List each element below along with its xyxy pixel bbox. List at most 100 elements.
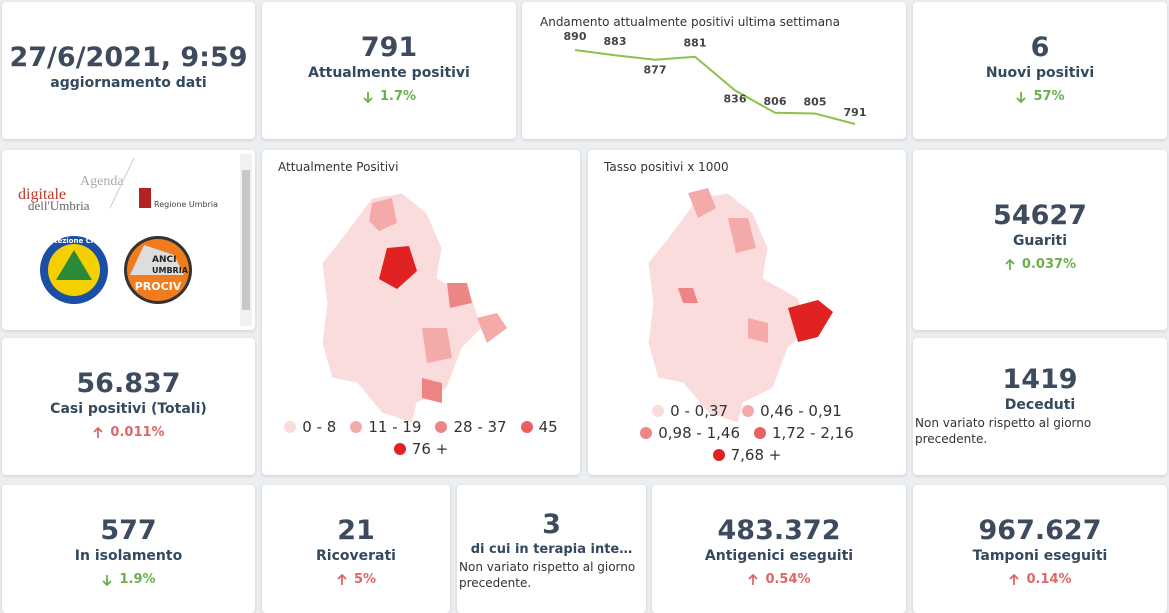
legend-item[interactable]: 11 - 19 (350, 418, 421, 436)
legend-item[interactable]: 28 - 37 (435, 418, 507, 436)
change-text: 0.037% (1021, 257, 1077, 272)
new-card: 6 Nuovi positivi 57% (913, 2, 1167, 139)
recovered-label: Guariti (1012, 233, 1068, 249)
antigen-label: Antigenici eseguiti (704, 548, 854, 564)
legend-label: 11 - 19 (368, 418, 422, 436)
scroll-thumb[interactable] (242, 170, 250, 310)
legend-item[interactable]: 45 (520, 418, 558, 436)
deaths-note: Non variato rispetto al giorno precedent… (915, 416, 1092, 446)
icu-value: 3 (542, 509, 561, 540)
legend-item[interactable]: 7,68 + (712, 446, 782, 464)
antigen-value: 483.372 (717, 515, 841, 546)
logos: Agenda digitale dell'Umbria Regione Umbr… (18, 154, 252, 326)
update-card: 27/6/2021, 9:59 aggiornamento dati (2, 2, 255, 139)
antigen-card: 483.372 Antigenici eseguiti 0.54% (652, 485, 906, 613)
point-label: 791 (844, 106, 867, 119)
point-label: 805 (804, 96, 827, 109)
point-label: 836 (724, 92, 747, 105)
current-change: 1.7% (262, 89, 516, 104)
legend-label: 1,72 - 2,16 (772, 424, 854, 442)
point-label: 881 (684, 37, 707, 50)
logo-text: Agenda (80, 174, 124, 189)
point-label: 890 (564, 30, 587, 43)
logo-text: Protezione Civile (41, 237, 108, 245)
trend-line (574, 49, 856, 125)
legend-swatch (284, 421, 297, 433)
new-value: 6 (1030, 32, 1050, 63)
logo-text: UMBRIA (152, 266, 189, 275)
update-label: aggiornamento dati (50, 75, 207, 91)
total-value: 56.837 (76, 368, 181, 399)
legend-swatch (754, 427, 766, 439)
logo-text: Regione Umbria (154, 200, 218, 209)
legend-swatch (520, 421, 533, 433)
divider (109, 157, 135, 209)
swabs-value: 967.627 (978, 515, 1102, 546)
swabs-card: 967.627 Tamponi eseguiti 0.14% (913, 485, 1167, 613)
hospital-change: 5% (262, 572, 450, 587)
current-value: 791 (360, 32, 418, 63)
legend-label: 76 + (411, 440, 449, 458)
map-title: Tasso positivi x 1000 (604, 160, 729, 174)
legend-swatch (393, 443, 406, 455)
deaths-card: 1419 Deceduti Non variato rispetto al gi… (913, 338, 1167, 475)
legend-label: 0 - 8 (302, 418, 337, 436)
isolation-label: In isolamento (74, 548, 183, 564)
point-label: 877 (644, 64, 667, 77)
icu-card: 3 di cui in terapia inte… Non variato ri… (457, 485, 646, 613)
map (321, 192, 507, 424)
icu-note: Non variato rispetto al giorno precedent… (459, 560, 636, 590)
change-text: 1.9% (119, 572, 156, 587)
legend-swatch (652, 405, 665, 417)
legend-item[interactable]: 0 - 8 (284, 418, 336, 436)
current-card: 791 Attualmente positivi 1.7% (262, 2, 516, 139)
change-text: 0.54% (765, 572, 811, 587)
change-text: 5% (353, 572, 377, 587)
logo-text: dell'Umbria (28, 198, 90, 213)
region-icon (139, 188, 151, 208)
legend-item[interactable]: 0,46 - 0,91 (742, 402, 842, 420)
legend-label: 0,98 - 1,46 (658, 424, 740, 442)
change-text: 0.14% (1026, 572, 1072, 587)
legend-item[interactable]: 0 - 0,37 (652, 402, 728, 420)
isolation-card: 577 In isolamento 1.9% (2, 485, 255, 613)
swabs-label: Tamponi eseguiti (972, 548, 1108, 564)
new-label: Nuovi positivi (985, 65, 1095, 81)
logos-card: Agenda digitale dell'Umbria Regione Umbr… (2, 150, 255, 330)
change-text: 57% (1033, 89, 1065, 104)
total-card: 56.837 Casi positivi (Totali) 0.011% (2, 338, 255, 475)
legend-item[interactable]: 76 + (393, 440, 449, 458)
isolation-change: 1.9% (2, 572, 255, 587)
legend-item[interactable]: 1,72 - 2,16 (754, 424, 854, 442)
legend-swatch (350, 421, 363, 433)
map-current-card: Attualmente Positivi 0 - 8 11 - 19 28 - 37… (262, 150, 580, 475)
total-label: Casi positivi (Totali) (50, 401, 207, 417)
recovered-change: 0.037% (913, 257, 1167, 272)
legend: 0 - 0,37 0,46 - 0,91 0,98 - 1,46 1,72 - 2,1… (588, 402, 906, 464)
logo-text: digitale (18, 186, 66, 203)
legend-label: 0 - 0,37 (670, 402, 729, 420)
trend-chart: Andamento attualmente positivi ultima se… (540, 15, 867, 125)
legend-swatch (435, 421, 448, 433)
antigen-change: 0.54% (652, 572, 906, 587)
trend-card: Andamento attualmente positivi ultima se… (522, 2, 906, 139)
map (647, 188, 833, 424)
legend-swatch (712, 449, 725, 461)
legend-label: 7,68 + (730, 446, 782, 464)
total-change: 0.011% (2, 425, 255, 440)
legend-swatch (742, 405, 755, 417)
point-label: 883 (604, 35, 627, 48)
recovered-card: 54627 Guariti 0.037% (913, 150, 1167, 330)
change-text: 1.7% (379, 89, 417, 104)
legend-swatch (640, 427, 653, 439)
trend-title: Andamento attualmente positivi ultima se… (540, 15, 840, 29)
legend-label: 28 - 37 (453, 418, 507, 436)
icu-label: di cui in terapia inte… (470, 542, 633, 557)
swabs-change: 0.14% (913, 572, 1167, 587)
recovered-value: 54627 (993, 200, 1087, 231)
legend-label: 45 (538, 418, 558, 436)
map-rate-card: Tasso positivi x 1000 0 - 0,37 0,46 - 0,9… (588, 150, 906, 475)
legend-item[interactable]: 0,98 - 1,46 (640, 424, 740, 442)
deaths-label: Deceduti (1004, 397, 1076, 413)
